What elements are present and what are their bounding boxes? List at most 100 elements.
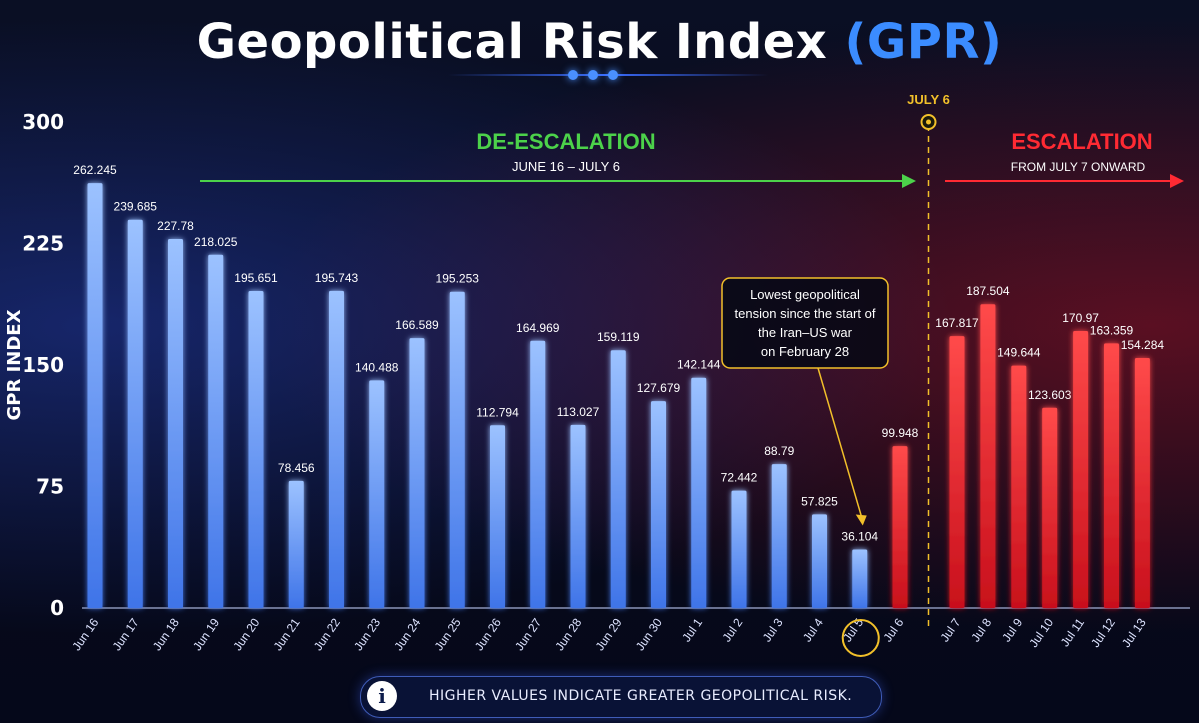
value-label: 57.825 <box>801 494 838 508</box>
bar-jul-8 <box>980 304 996 608</box>
x-tick-label: Jun 20 <box>230 615 262 653</box>
value-label: 170.97 <box>1062 311 1099 325</box>
bar-jun-27 <box>530 340 546 608</box>
deescalation-arrowhead <box>902 174 916 188</box>
info-icon: i <box>367 681 397 711</box>
bar-jun-18 <box>168 238 183 608</box>
july6-marker-dot <box>926 119 931 125</box>
callout-text: Lowest geopolitical <box>750 287 860 302</box>
july6-marker-label: JULY 6 <box>907 92 950 107</box>
x-tick-label: Jun 25 <box>432 615 464 653</box>
callout-text: on February 28 <box>761 344 849 359</box>
x-tick-label: Jul 2 <box>719 615 745 644</box>
x-tick-label: Jul 11 <box>1058 615 1088 649</box>
escalation-arrowhead <box>1170 174 1184 188</box>
highlight-circle <box>841 619 880 657</box>
value-label: 78.456 <box>278 461 315 475</box>
callout-text: the Iran–US war <box>758 325 853 340</box>
value-label: 166.589 <box>395 318 439 332</box>
x-tick-label: Jul 12 <box>1088 615 1118 650</box>
value-label: 112.794 <box>476 405 519 419</box>
bar-jul-10 <box>1042 407 1058 608</box>
value-label: 36.104 <box>841 530 878 544</box>
value-label: 167.817 <box>935 316 979 330</box>
y-tick-label: 0 <box>50 596 64 620</box>
chart-title-accent: (GPR) <box>844 14 1003 70</box>
bar-jun-30 <box>651 401 666 608</box>
bar-jun-29 <box>610 350 626 608</box>
x-tick-label: Jun 30 <box>633 615 665 653</box>
value-label: 72.442 <box>721 471 758 485</box>
x-tick-label: Jul 1 <box>679 615 705 644</box>
bar-jun-16 <box>87 183 103 609</box>
value-label: 99.948 <box>882 426 919 440</box>
deescalation-subtitle: JUNE 16 – JULY 6 <box>512 159 620 174</box>
bar-jul-6 <box>892 446 908 608</box>
chart-title-main: Geopolitical Risk Index <box>196 14 828 70</box>
x-tick-label: Jul 10 <box>1026 615 1056 650</box>
x-tick-label: Jun 23 <box>351 615 383 653</box>
bar-jul-2 <box>731 490 747 608</box>
title-dots <box>568 70 618 80</box>
bar-jun-22 <box>329 290 344 608</box>
bar-jul-1 <box>691 377 707 608</box>
x-tick-label: Jun 16 <box>69 615 101 653</box>
callout-text: tension since the start of <box>735 306 876 321</box>
value-label: 127.679 <box>637 381 681 395</box>
bar-jul-12 <box>1104 343 1119 608</box>
value-label: 195.743 <box>315 271 359 285</box>
value-label: 140.488 <box>355 360 399 374</box>
y-axis-label: GPR INDEX <box>4 309 25 420</box>
value-label: 239.685 <box>114 200 158 214</box>
bar-jul-5 <box>852 549 868 608</box>
x-tick-label: Jul 6 <box>880 615 906 644</box>
value-label: 154.284 <box>1121 338 1165 352</box>
value-label: 227.78 <box>157 219 194 233</box>
bar-jun-23 <box>369 380 385 608</box>
value-label: 164.969 <box>516 321 560 335</box>
value-label: 149.644 <box>997 346 1041 360</box>
bar-jun-28 <box>570 424 586 608</box>
value-label: 163.359 <box>1090 323 1134 337</box>
deescalation-title: DE-ESCALATION <box>476 129 655 154</box>
bar-jul-7 <box>949 336 965 608</box>
escalation-subtitle: FROM JULY 7 ONWARD <box>1011 160 1146 174</box>
value-label: 142.144 <box>677 358 721 372</box>
value-label: 218.025 <box>194 235 238 249</box>
bar-jun-24 <box>409 338 425 608</box>
x-tick-label: Jun 19 <box>190 615 222 653</box>
x-tick-label: Jun 28 <box>552 615 584 653</box>
value-label: 195.253 <box>436 272 480 286</box>
y-tick-label: 225 <box>22 232 64 256</box>
x-tick-label: Jun 17 <box>110 615 142 653</box>
callout-box <box>721 277 889 369</box>
bar-jul-3 <box>771 464 787 608</box>
x-tick-label: Jun 26 <box>472 615 504 653</box>
y-tick-label: 150 <box>22 353 64 377</box>
value-label: 88.79 <box>764 444 794 458</box>
x-tick-label: Jun 22 <box>311 615 343 653</box>
escalation-title: ESCALATION <box>1011 129 1152 154</box>
chart-title: Geopolitical Risk Index (GPR) <box>0 14 1199 70</box>
bar-jun-20 <box>248 291 264 608</box>
x-tick-label: Jun 18 <box>150 615 182 653</box>
bar-jul-11 <box>1073 331 1089 608</box>
x-tick-label: Jul 7 <box>937 615 963 644</box>
y-tick-label: 300 <box>22 110 64 134</box>
value-label: 159.119 <box>597 330 640 344</box>
bar-jul-13 <box>1134 358 1150 608</box>
x-tick-label: Jul 13 <box>1119 615 1149 650</box>
x-tick-label: Jun 24 <box>391 615 423 653</box>
bar-jun-19 <box>208 254 224 608</box>
x-tick-label: Jul 8 <box>968 615 994 644</box>
x-tick-label: Jul 4 <box>800 615 826 644</box>
x-tick-label: Jun 29 <box>593 615 625 653</box>
bar-jun-25 <box>449 291 465 608</box>
x-tick-label: Jul 3 <box>760 615 786 644</box>
bar-jun-21 <box>288 480 304 608</box>
bar-jun-17 <box>127 219 143 608</box>
value-label: 195.651 <box>234 271 278 285</box>
x-tick-label: Jun 21 <box>271 615 303 653</box>
x-tick-label: Jul 9 <box>999 615 1025 644</box>
